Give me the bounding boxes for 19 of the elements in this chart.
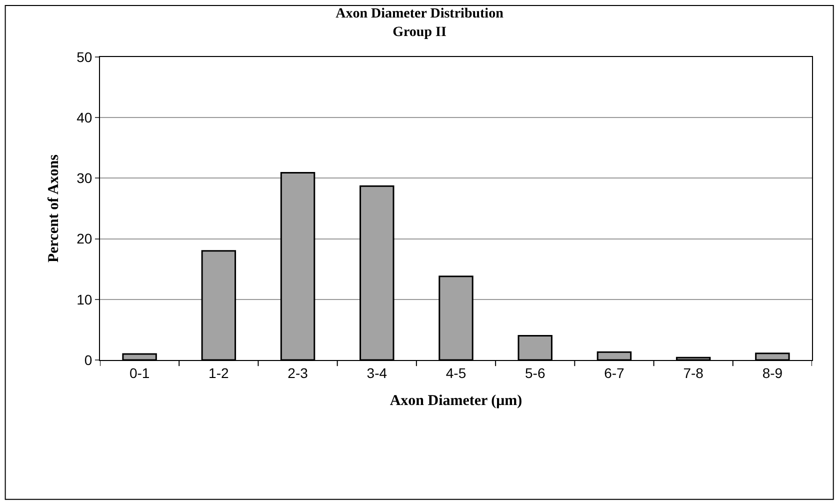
x-tick-label: 1-2 [208,364,229,381]
y-tick-label: 10 [76,291,92,308]
x-tick-label: 0-1 [129,364,150,381]
x-tick-label: 7-8 [683,364,704,381]
chart-subtitle: Group II [392,24,446,40]
y-tick-label: 20 [76,230,92,247]
x-axis-title: Axon Diameter (μm) [390,392,522,409]
x-tick-label: 6-7 [604,364,625,381]
x-tick-label: 8-9 [762,364,783,381]
x-tick-label: 4-5 [446,364,466,381]
y-tick-label: 50 [76,48,92,65]
x-tick-label: 3-4 [366,364,388,381]
y-tick-label: 0 [84,352,92,368]
y-axis-title: Percent of Axons [46,154,62,263]
y-tick-label: 40 [76,110,92,126]
chart-title: Axon Diameter Distribution [336,6,504,22]
x-tick-label: 2-3 [288,364,308,381]
y-tick-label: 30 [76,170,92,186]
x-tick-label: 5-6 [524,364,546,381]
